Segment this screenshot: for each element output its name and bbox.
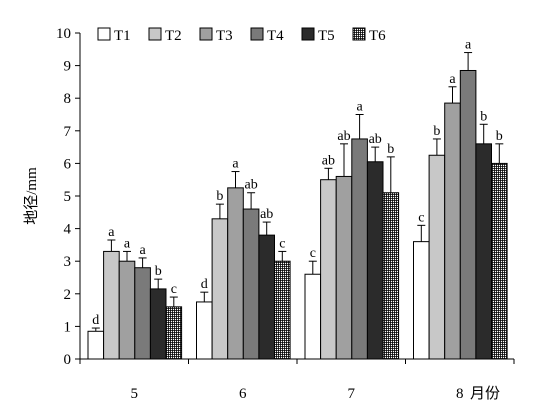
bar-t2-7 xyxy=(320,179,337,360)
significance-label: c xyxy=(279,236,285,251)
y-tick-label: 3 xyxy=(64,254,72,270)
significance-label: ab xyxy=(322,153,335,168)
y-tick-label: 6 xyxy=(64,156,72,172)
bar-t1-6 xyxy=(196,301,213,360)
significance-label: b xyxy=(155,264,162,279)
bar-t6-7 xyxy=(382,192,400,360)
significance-label: b xyxy=(496,129,503,144)
legend-swatch-t6 xyxy=(352,27,366,41)
bar-t6-6 xyxy=(274,260,291,360)
bar-t6-8 xyxy=(491,162,508,360)
bar-t1-8 xyxy=(413,241,430,360)
bar-t4-5 xyxy=(134,267,151,360)
significance-label: a xyxy=(449,72,456,87)
legend: T1 T2 T3 T4 T5 T6 xyxy=(97,27,386,44)
y-axis-label: 地径/mm xyxy=(23,167,40,225)
x-axis-label: 月份 xyxy=(470,385,500,402)
bar-t2-6 xyxy=(211,218,229,360)
significance-label: c xyxy=(310,246,316,261)
bar-t1-5 xyxy=(87,330,105,360)
legend-label-t4: T4 xyxy=(267,28,284,44)
significance-label: a xyxy=(139,243,146,258)
bar-t3-8 xyxy=(444,102,461,360)
significance-label: a xyxy=(232,157,239,172)
legend-label-t3: T3 xyxy=(216,28,233,44)
significance-label: b xyxy=(216,189,223,204)
significance-label: ab xyxy=(369,132,382,147)
y-tick-label: 4 xyxy=(64,222,72,238)
bar-t6-5 xyxy=(165,306,183,360)
significance-label: b xyxy=(433,124,440,139)
legend-label-t1: T1 xyxy=(114,28,131,44)
legend-swatch-t3 xyxy=(199,27,213,41)
legend-swatch-t1 xyxy=(97,27,111,41)
legend-swatch-t5 xyxy=(301,27,315,41)
legend-label-t5: T5 xyxy=(318,28,335,44)
significance-label: ab xyxy=(244,178,257,193)
bar-t4-6 xyxy=(242,208,260,360)
bar-t2-8 xyxy=(428,154,446,360)
y-tick-label: 9 xyxy=(64,59,72,75)
bar-t3-6 xyxy=(227,187,244,360)
y-tick-label: 0 xyxy=(64,352,72,368)
bar-t5-7 xyxy=(366,161,384,360)
bar-t4-7 xyxy=(351,138,368,360)
y-tick-label: 1 xyxy=(64,319,72,335)
legend-label-t6: T6 xyxy=(369,28,386,44)
y-tick-label: 2 xyxy=(64,287,72,303)
y-tick-label: 8 xyxy=(64,91,72,107)
significance-label: a xyxy=(356,100,363,115)
x-tick-label: 6 xyxy=(239,386,247,402)
bar-t1-7 xyxy=(304,273,322,360)
bar-t2-5 xyxy=(103,250,120,360)
x-tick-label: 5 xyxy=(131,386,139,402)
significance-label: c xyxy=(171,282,177,297)
x-tick-label: 7 xyxy=(348,386,356,402)
y-tick-label: 7 xyxy=(64,124,72,140)
bar-t3-5 xyxy=(118,260,136,360)
significance-label: d xyxy=(92,313,99,328)
bar-t4-8 xyxy=(459,69,477,360)
bar-t5-8 xyxy=(475,143,492,360)
bar-t3-7 xyxy=(335,175,353,360)
significance-label: a xyxy=(124,236,131,251)
legend-swatch-t4 xyxy=(250,27,264,41)
significance-label: ab xyxy=(337,129,350,144)
significance-label: b xyxy=(480,109,487,124)
y-tick-label: 5 xyxy=(64,189,72,205)
significance-label: ab xyxy=(260,207,273,222)
significance-label: a xyxy=(465,38,472,53)
significance-label: a xyxy=(108,225,115,240)
legend-label-t2: T2 xyxy=(165,28,182,44)
bar-t5-6 xyxy=(258,234,275,360)
x-tick-label: 8 xyxy=(456,386,464,402)
significance-label: b xyxy=(387,142,394,157)
significance-label: c xyxy=(418,210,424,225)
legend-swatch-t2 xyxy=(148,27,162,41)
significance-label: d xyxy=(201,277,208,292)
bar-t5-5 xyxy=(149,288,167,360)
y-tick-label: 10 xyxy=(56,26,71,42)
